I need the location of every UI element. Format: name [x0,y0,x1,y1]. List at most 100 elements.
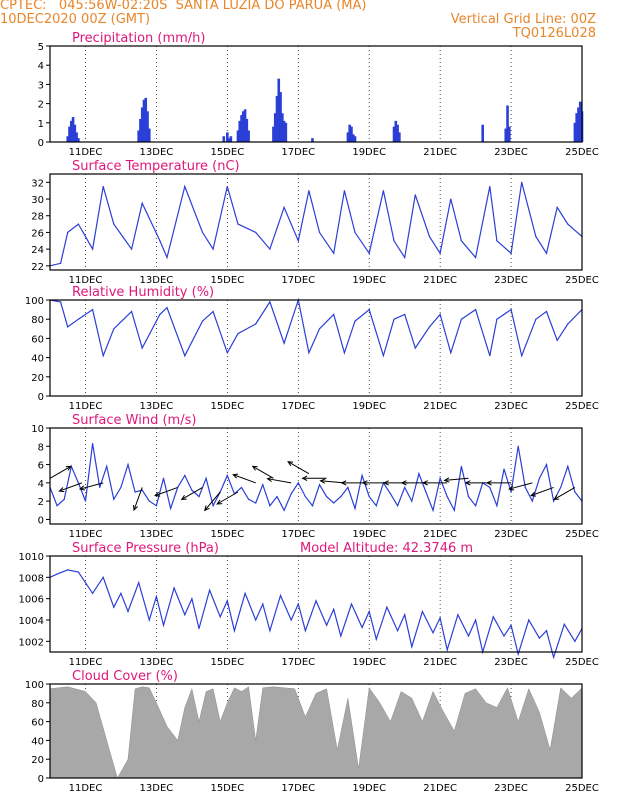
wind-arrow-head [508,485,515,491]
panel4-data-point [467,495,470,498]
panel5-data-point [375,638,377,640]
panel3-data-point [393,318,395,320]
wind-arrow-head [485,480,492,486]
panel5-data-point [91,592,94,594]
panel5-data-point [226,600,228,602]
panel5-xtick-label: 17DEC [281,657,315,668]
panel2-data-point [545,252,548,254]
panel5-data-point [67,569,69,571]
panel1-bar [275,95,279,142]
panel4-data-point [297,482,299,484]
panel5-data-point [457,614,459,616]
panel4-data-point [517,445,519,447]
panel4-data-point [283,509,285,511]
panel3-data-point [460,318,463,320]
panel2-data-point [535,236,537,238]
panel2-data-point [439,252,441,254]
panel4-data-point [567,465,569,467]
panel3-data-point [159,313,161,315]
panel6-xtick-label: 23DEC [494,783,528,794]
panel6-xtick-label: 21DEC [423,783,457,794]
wind-arrow-head [180,495,187,500]
panel5-xtick-label: 13DEC [140,657,174,668]
panel1-title: Precipitation (mm/h) [72,31,205,46]
panel1-bar [577,107,580,142]
panel5-data-point [421,610,423,613]
panel1-xtick-label: 11DEC [69,147,103,158]
panel4-xtick-label: 23DEC [494,529,528,540]
panel2-xtick-label: 17DEC [281,275,315,286]
panel4-ytick-label: 10 [31,424,44,435]
panel3-data-point [567,323,569,325]
panel4-data-point [141,489,143,491]
panel3-data-point [77,318,79,320]
panel3-data-point [318,328,321,330]
panel5-data-point [155,595,157,598]
wind-arrow-shaft [154,486,178,497]
panel3-data-point [521,355,523,357]
panel5-ytick-label: 1010 [19,552,44,563]
panel4-data-point [460,465,463,467]
panel2-data-point [77,223,79,225]
panel4-ytick-label: 8 [38,442,44,453]
panel6-title: Cloud Cover (%) [72,669,178,684]
panel1-bar [68,126,71,142]
panel1-ytick-label: 5 [38,42,44,53]
wind-arrow-head [154,491,161,497]
panel4-data-point [255,502,257,504]
panel2-data-point [475,256,477,259]
panel5-data-point [475,619,477,621]
panel4-data-point [184,474,186,477]
panel6-xtick-label: 19DEC [352,783,386,794]
panel4-data-point [326,495,328,498]
panel4-data-point [276,495,278,498]
panel2-xtick-label: 15DEC [210,275,244,286]
wind-arrow-head [530,491,537,497]
panel2-series-line [49,182,583,267]
panel4-data-point [489,486,491,489]
panel1-xtick-label: 15DEC [210,147,244,158]
panel2-data-point [67,231,69,234]
panel1-bar [394,120,398,142]
wind-arrow-head [301,475,308,481]
panel3-data-point [439,313,441,315]
panel4-xtick-label: 17DEC [281,529,315,540]
panel2-data-point [556,206,558,208]
panel5-data-point [528,619,530,621]
panel5-frame [49,555,583,653]
panel3-ytick-label: 20 [31,373,44,384]
wind-arrow-shaft [79,482,104,490]
panel2-data-point [237,223,239,225]
panel5-data-point [113,606,115,608]
panel2-ytick-label: 26 [31,228,44,239]
panel4-data-point [63,498,65,500]
panel3-xtick-label: 13DEC [140,401,174,412]
wind-arrow-head [400,480,407,486]
panel5-xtick-label: 19DEC [352,657,386,668]
panel2-data-point [343,190,345,192]
panel4-data-point [127,463,129,466]
panel1-bar [142,99,146,142]
panel5-data-point [262,603,264,605]
wind-arrow-head [361,480,368,486]
panel5-data-point [492,616,494,618]
panel4-data-point [531,500,533,502]
panel2-data-point [496,240,498,242]
panel5-series-line [49,569,583,660]
panel3-data-point [414,347,416,349]
panel1-bar [73,124,77,142]
panel3-data-point [60,301,62,303]
panel3-title: Relative Humidity (%) [72,285,214,300]
panel1-ytick-label: 2 [38,100,44,111]
panel3-data-point [382,355,384,357]
panel2-data-point [414,194,416,196]
wind-arrow-shaft [509,482,533,490]
wind-arrow-head [232,473,239,479]
panel1-bar [144,97,148,142]
panel2-data-point [521,181,523,183]
panel4-data-point [106,465,108,467]
panel3-data-point [354,320,356,322]
wind-arrow-head [266,476,273,483]
panel1-bar [282,120,286,142]
panel1-xtick-label: 19DEC [352,147,386,158]
